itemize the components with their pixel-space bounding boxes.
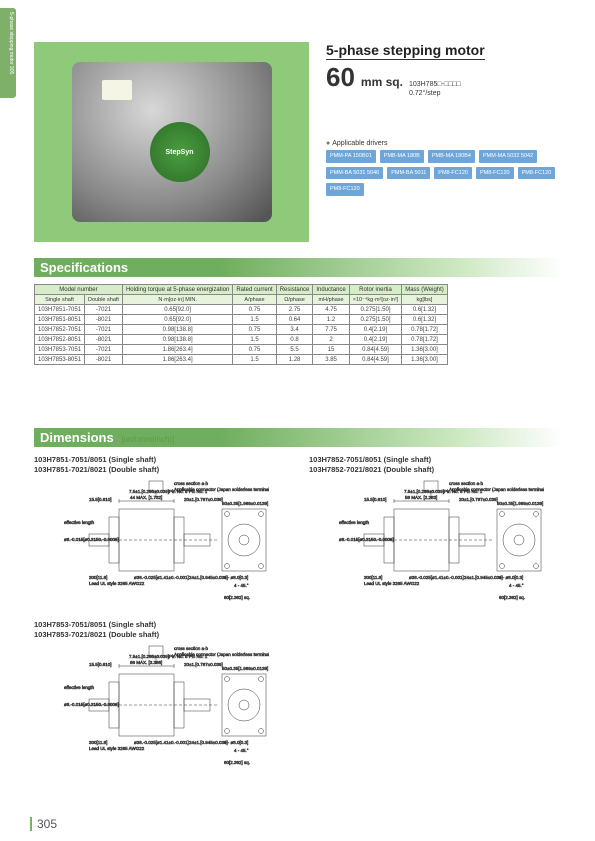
svg-text:4 - ø8.0[0.3]: 4 - ø8.0[0.3] xyxy=(224,575,248,580)
dim-group-3: 103H7853-7051/8051 (Single shaft)103H785… xyxy=(34,620,269,772)
svg-text:effective length: effective length xyxy=(64,685,95,690)
motor-image xyxy=(72,62,272,222)
dim-title: 103H7851-7051/8051 (Single shaft)103H785… xyxy=(34,455,269,475)
dim-title: 103H7852-7051/8051 (Single shaft)103H785… xyxy=(309,455,544,475)
svg-text:4 - ø8.0[0.3]: 4 - ø8.0[0.3] xyxy=(224,740,248,745)
driver-chip: PMM-MA 5032 5042 xyxy=(479,150,537,163)
svg-text:ø8.-0.015[ø0.3150.-0.0006]: ø8.-0.015[ø0.3150.-0.0006] xyxy=(339,537,394,542)
svg-text:300[11.8]: 300[11.8] xyxy=(89,575,107,580)
drivers-label: Applicable drivers xyxy=(326,140,566,147)
svg-text:ø36.-0.025[ø1.41±0.-0.001]: ø36.-0.025[ø1.41±0.-0.001] xyxy=(134,575,189,580)
specs-heading: Specifications xyxy=(34,258,564,277)
side-tab: 5-phase stepping motor 305 xyxy=(0,8,16,98)
svg-text:24±1.[0.945±0.039]: 24±1.[0.945±0.039] xyxy=(189,740,228,745)
title-block: 5-phase stepping motor 60 mm sq. 103H785… xyxy=(326,42,485,98)
driver-chip: PMM-PA 150B01 xyxy=(326,150,376,163)
svg-text:Lead UL style 3265 AWG22: Lead UL style 3265 AWG22 xyxy=(89,746,145,751)
driver-chip: PM8-FC120 xyxy=(434,167,472,180)
svg-text:Lead UL style 3265 AWG22: Lead UL style 3265 AWG22 xyxy=(364,581,420,586)
size-unit: mm sq. xyxy=(361,75,403,89)
svg-text:4 - 45.°: 4 - 45.° xyxy=(234,748,249,753)
svg-text:20±1.[0.787±0.039]: 20±1.[0.787±0.039] xyxy=(459,497,498,502)
model-step: 103H785□-□□□□ 0.72°/step xyxy=(409,80,461,98)
svg-text:58 MAX. [2.283]: 58 MAX. [2.283] xyxy=(405,495,437,500)
drawing: cross section a·b Applicable connector (… xyxy=(34,644,269,772)
svg-text:15.5[0.610]: 15.5[0.610] xyxy=(89,497,112,502)
svg-text:20±1.[0.787±0.039]: 20±1.[0.787±0.039] xyxy=(184,497,223,502)
dims-unit: [unit:mm(inch)] xyxy=(121,435,174,444)
svg-text:7.5±1.[0.295±0.039]: 7.5±1.[0.295±0.039] xyxy=(404,489,444,494)
step-angle: 0.72°/step xyxy=(409,90,441,97)
driver-chip: PMB-MA 180B xyxy=(380,150,424,163)
size-number: 60 xyxy=(326,62,355,93)
driver-chip: PMB-MA 180B4 xyxy=(428,150,475,163)
driver-chip: PMM-BA 5031 5046 xyxy=(326,167,383,180)
svg-text:effective length: effective length xyxy=(339,520,370,525)
svg-text:50±0.35[1.969±0.0139]: 50±0.35[1.969±0.0139] xyxy=(497,501,543,506)
svg-text:Pin No. 5 Pin No. 1: Pin No. 5 Pin No. 1 xyxy=(444,489,483,494)
spec-table: Model numberHolding torque at 5-phase en… xyxy=(34,284,448,365)
drawing: cross section a·b Applicable connector (… xyxy=(34,479,269,607)
svg-text:50±0.35[1.969±0.0139]: 50±0.35[1.969±0.0139] xyxy=(222,666,268,671)
svg-text:Pin No. 5 Pin No. 1: Pin No. 5 Pin No. 1 xyxy=(169,489,208,494)
svg-text:Pin No. 5 Pin No. 1: Pin No. 5 Pin No. 1 xyxy=(169,654,208,659)
product-image-panel xyxy=(34,42,309,242)
svg-text:cross section a·b: cross section a·b xyxy=(449,481,484,486)
drivers-block: Applicable drivers PMM-PA 150B01 PMB-MA 1… xyxy=(326,140,566,196)
driver-chip: PM8-FC120 xyxy=(326,183,364,196)
svg-text:ø8.-0.015[ø0.3150.-0.0006]: ø8.-0.015[ø0.3150.-0.0006] xyxy=(64,702,119,707)
dim-title: 103H7853-7051/8051 (Single shaft)103H785… xyxy=(34,620,269,640)
model-code: 103H785□-□□□□ xyxy=(409,81,461,88)
svg-text:24±1.[0.945±0.039]: 24±1.[0.945±0.039] xyxy=(464,575,503,580)
driver-chip: PM8-FC120 xyxy=(518,167,556,180)
svg-text:300[11.8]: 300[11.8] xyxy=(89,740,107,745)
driver-chip: PM8-FC120 xyxy=(476,167,514,180)
dim-group-1: 103H7851-7051/8051 (Single shaft)103H785… xyxy=(34,455,269,607)
drawing: cross section a·b Applicable connector (… xyxy=(309,479,544,607)
svg-text:7.5±1.[0.295±0.039]: 7.5±1.[0.295±0.039] xyxy=(129,654,169,659)
svg-text:4 - ø8.0[0.3]: 4 - ø8.0[0.3] xyxy=(499,575,523,580)
svg-text:15.5[0.610]: 15.5[0.610] xyxy=(89,662,112,667)
dim-group-2: 103H7852-7051/8051 (Single shaft)103H785… xyxy=(309,455,544,607)
svg-text:50±0.35[1.969±0.0139]: 50±0.35[1.969±0.0139] xyxy=(222,501,268,506)
svg-text:60[2.362] sq.: 60[2.362] sq. xyxy=(499,595,525,600)
svg-text:60[2.362] sq.: 60[2.362] sq. xyxy=(224,760,250,765)
dims-heading: Dimensions [unit:mm(inch)] xyxy=(34,428,564,447)
driver-chip: PMM-BA 5011 xyxy=(387,167,430,180)
driver-chips: PMM-PA 150B01 PMB-MA 180B PMB-MA 180B4 PMM-… xyxy=(326,150,566,196)
svg-text:4 - 45.°: 4 - 45.° xyxy=(234,583,249,588)
svg-text:ø36.-0.025[ø1.41±0.-0.001]: ø36.-0.025[ø1.41±0.-0.001] xyxy=(409,575,464,580)
svg-text:60[2.362] sq.: 60[2.362] sq. xyxy=(224,595,250,600)
svg-text:300[11.8]: 300[11.8] xyxy=(364,575,382,580)
svg-text:ø8.-0.015[ø0.3150.-0.0006]: ø8.-0.015[ø0.3150.-0.0006] xyxy=(64,537,119,542)
svg-text:4 - 45.°: 4 - 45.° xyxy=(509,583,524,588)
svg-text:86 MAX. [3.386]: 86 MAX. [3.386] xyxy=(130,660,162,665)
svg-text:24±1.[0.945±0.039]: 24±1.[0.945±0.039] xyxy=(189,575,228,580)
dims-head-text: Dimensions xyxy=(40,430,114,445)
svg-text:15.5[0.610]: 15.5[0.610] xyxy=(364,497,387,502)
svg-text:cross section a·b: cross section a·b xyxy=(174,481,209,486)
page-number: 305 xyxy=(30,817,57,831)
svg-text:ø36.-0.025[ø1.41±0.-0.001]: ø36.-0.025[ø1.41±0.-0.001] xyxy=(134,740,189,745)
svg-text:effective length: effective length xyxy=(64,520,95,525)
svg-text:44 MAX. [1.732]: 44 MAX. [1.732] xyxy=(130,495,162,500)
svg-text:Lead UL style 3265 AWG22: Lead UL style 3265 AWG22 xyxy=(89,581,145,586)
svg-text:cross section a·b: cross section a·b xyxy=(174,646,209,651)
svg-text:20±1.[0.787±0.039]: 20±1.[0.787±0.039] xyxy=(184,662,223,667)
product-title: 5-phase stepping motor xyxy=(326,42,485,60)
svg-text:7.5±1.[0.295±0.039]: 7.5±1.[0.295±0.039] xyxy=(129,489,169,494)
